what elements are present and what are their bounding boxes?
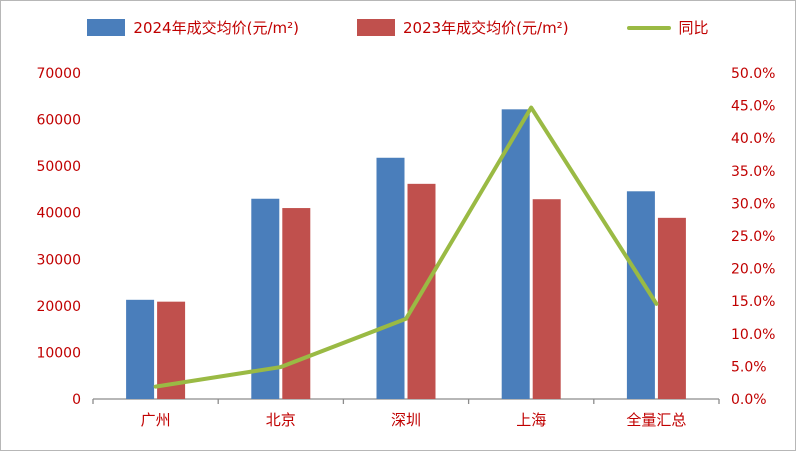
left-axis-tick-label: 40000 — [36, 206, 81, 222]
legend-swatch-2023 — [356, 19, 395, 36]
bar-2024 — [126, 299, 155, 399]
bar-2023 — [657, 217, 686, 399]
legend-label-2023: 2023年成交均价(元/m²) — [402, 19, 569, 37]
legend-item-2024: 2024年成交均价(元/m²) — [87, 17, 299, 38]
left-axis-tick-label: 20000 — [36, 299, 81, 315]
x-axis-category-label: 上海 — [516, 411, 546, 429]
bar-2024 — [251, 198, 280, 399]
left-axis-tick-label: 70000 — [36, 66, 81, 82]
yoy-line — [153, 105, 659, 389]
legend-label-2024: 2024年成交均价(元/m²) — [133, 19, 299, 37]
bar-2023 — [532, 199, 561, 399]
right-axis-tick-label: 20.0% — [731, 262, 775, 278]
chart-legend: 2024年成交均价(元/m²) 2023年成交均价(元/m²) 同比 — [1, 17, 795, 38]
x-axis-category-label: 全量汇总 — [626, 411, 686, 429]
bar-2024 — [501, 109, 530, 399]
right-axis-tick-label: 0.0% — [731, 392, 767, 408]
left-axis-tick-label: 30000 — [36, 252, 81, 268]
left-axis-tick-label: 10000 — [36, 345, 81, 361]
x-axis-category-label: 广州 — [141, 411, 171, 429]
left-axis-tick-label: 50000 — [36, 159, 81, 175]
legend-item-yoy: 同比 — [626, 17, 709, 38]
right-axis-tick-label: 35.0% — [731, 164, 775, 180]
right-axis-tick-label: 40.0% — [731, 131, 775, 147]
legend-line-yoy-icon — [626, 25, 671, 30]
right-axis-tick-label: 15.0% — [731, 294, 775, 310]
right-axis-tick-label: 45.0% — [731, 99, 775, 115]
x-axis-category-label: 深圳 — [391, 411, 421, 429]
x-axis-category-label: 北京 — [266, 411, 296, 429]
right-axis-tick-label: 10.0% — [731, 327, 775, 343]
legend-item-2023: 2023年成交均价(元/m²) — [356, 17, 569, 38]
right-axis-tick-label: 30.0% — [731, 196, 775, 212]
right-axis-tick-label: 25.0% — [731, 229, 775, 245]
right-axis-tick-label: 5.0% — [731, 359, 767, 375]
left-axis-tick-label: 0 — [72, 392, 81, 408]
right-axis-tick-label: 50.0% — [731, 66, 775, 82]
legend-label-yoy: 同比 — [678, 19, 709, 37]
legend-swatch-2024 — [87, 19, 126, 36]
left-axis-tick-label: 60000 — [36, 113, 81, 129]
bar-2024 — [376, 157, 405, 399]
bar-2023 — [282, 208, 311, 399]
